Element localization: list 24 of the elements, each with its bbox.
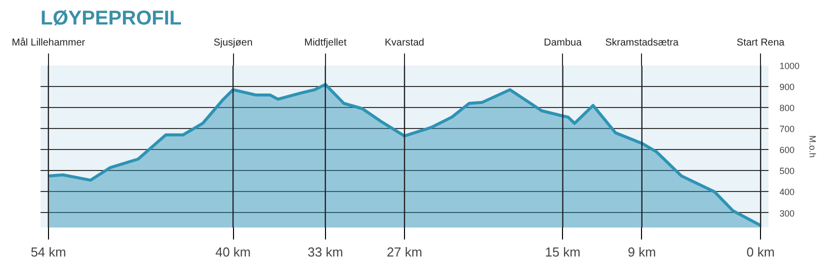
- y-tick-label: 800: [780, 103, 795, 114]
- ref-line-label: Sjusjøen: [214, 38, 253, 48]
- chart-title: LØYPEPROFIL: [40, 8, 182, 30]
- x-tick-label: 9 km: [628, 244, 656, 260]
- x-tick-label: 15 km: [545, 244, 580, 260]
- y-tick-label: 1000: [780, 61, 800, 71]
- ref-line-label: Kvarstad: [384, 38, 424, 48]
- y-tick-label: 700: [780, 124, 795, 134]
- x-tick-label: 33 km: [308, 244, 344, 260]
- y-tick-label: 300: [780, 208, 795, 218]
- y-tick-label: 600: [780, 145, 795, 156]
- ref-line-label: Skramstadsætra: [605, 38, 680, 48]
- y-tick-label: 400: [780, 187, 795, 198]
- y-tick-label: 500: [780, 166, 795, 176]
- ref-line-label: Midtfjellet: [304, 38, 347, 48]
- x-tick-label: 40 km: [215, 244, 251, 260]
- x-tick-label: 27 km: [386, 244, 422, 260]
- y-tick-label: 900: [780, 82, 795, 92]
- ref-line-label: Dambua: [544, 38, 582, 48]
- y-axis-title: M.o.h: [808, 135, 818, 158]
- x-tick-label: 0 km: [746, 244, 775, 260]
- ref-line-label: Mål Lillehammer: [12, 36, 86, 48]
- ref-line-label: Start Rena: [736, 38, 785, 48]
- x-tick-label: 54 km: [30, 244, 66, 260]
